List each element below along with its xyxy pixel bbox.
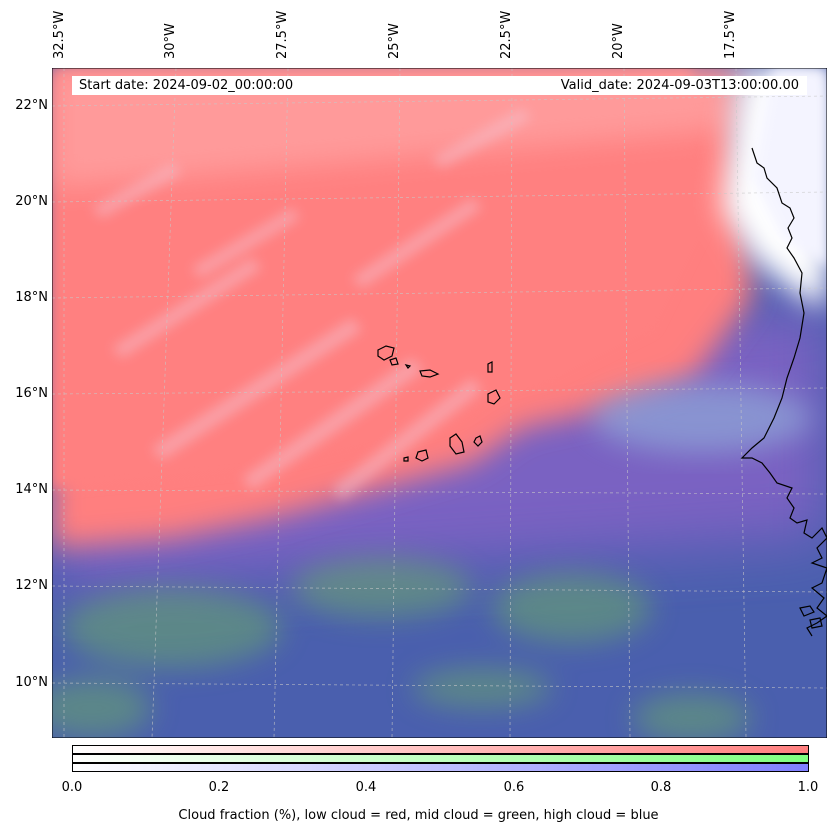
valid-date-text: Valid_date: 2024-09-03T13:00:00.00 — [560, 78, 799, 93]
date-info-bar: Start date: 2024-09-02_00:00:00 Valid_da… — [72, 76, 807, 95]
lat-label-22n: 22°N — [15, 98, 48, 113]
lat-label-14n: 14°N — [15, 482, 48, 497]
africa-coastline — [740, 147, 827, 637]
thin-cloud-veil — [52, 68, 752, 188]
colorbar-label: Cloud fraction (%), low cloud = red, mid… — [178, 808, 659, 823]
colorbar-mid-cloud — [72, 754, 809, 763]
coastal-islands — [799, 605, 823, 629]
cape-verde-islands — [377, 345, 501, 462]
lat-label-18n: 18°N — [15, 290, 48, 305]
start-date-text: Start date: 2024-09-02_00:00:00 — [79, 78, 294, 93]
high-cloud-east-patch — [592, 383, 812, 453]
lat-label-12n: 12°N — [15, 578, 48, 593]
lon-label-22-5w: 22.5°W — [499, 10, 514, 59]
mid-cloud-patches — [52, 558, 752, 738]
colorbar-tick-0: 0.0 — [61, 780, 83, 795]
lat-label-20n: 20°N — [15, 194, 48, 209]
lon-label-25w: 25°W — [387, 23, 402, 59]
colorbar-high-cloud — [72, 763, 809, 772]
colorbar-tick-0-8: 0.8 — [650, 780, 672, 795]
colorbar-tick-0-2: 0.2 — [208, 780, 230, 795]
lon-label-17-5w: 17.5°W — [723, 10, 738, 59]
colorbar-tick-0-6: 0.6 — [503, 780, 525, 795]
clear-sky-core — [752, 68, 827, 268]
lat-label-10n: 10°N — [15, 675, 48, 690]
colorbar-low-cloud — [72, 745, 809, 754]
lon-label-32-5w: 32.5°W — [52, 10, 67, 59]
colorbar-tick-0-4: 0.4 — [355, 780, 377, 795]
lon-label-27-5w: 27.5°W — [275, 10, 290, 59]
cloud-streaks — [92, 108, 532, 500]
colorbar-tick-1-0: 1.0 — [797, 780, 819, 795]
lat-label-16n: 16°N — [15, 386, 48, 401]
colorbar — [72, 745, 809, 772]
graticule — [52, 68, 827, 738]
lon-label-20w: 20°W — [611, 23, 626, 59]
lon-label-30w: 30°W — [163, 23, 178, 59]
cloud-fraction-map[interactable] — [52, 68, 827, 738]
